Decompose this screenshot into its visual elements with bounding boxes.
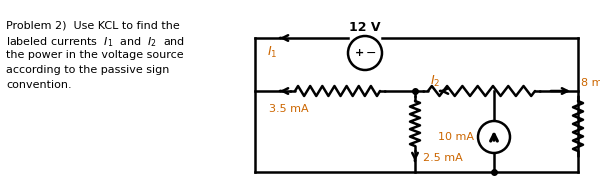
Circle shape [348, 36, 382, 70]
Text: convention.: convention. [6, 80, 71, 90]
Text: $I_2$: $I_2$ [430, 73, 440, 89]
Text: +: + [355, 48, 364, 58]
Text: 10 mA: 10 mA [438, 132, 474, 142]
Circle shape [478, 121, 510, 153]
Text: 8 mA: 8 mA [581, 78, 600, 88]
Text: 3.5 mA: 3.5 mA [269, 104, 308, 114]
Text: 2.5 mA: 2.5 mA [423, 153, 463, 163]
Text: according to the passive sign: according to the passive sign [6, 65, 169, 75]
Text: labeled currents  $I_1$  and  $I_2$  and: labeled currents $I_1$ and $I_2$ and [6, 35, 185, 49]
Text: 12 V: 12 V [349, 21, 381, 34]
Text: $I_1$: $I_1$ [267, 44, 277, 60]
Text: Problem 2)  Use KCL to find the: Problem 2) Use KCL to find the [6, 20, 180, 30]
Text: the power in the voltage source: the power in the voltage source [6, 50, 184, 60]
Text: −: − [366, 46, 376, 60]
